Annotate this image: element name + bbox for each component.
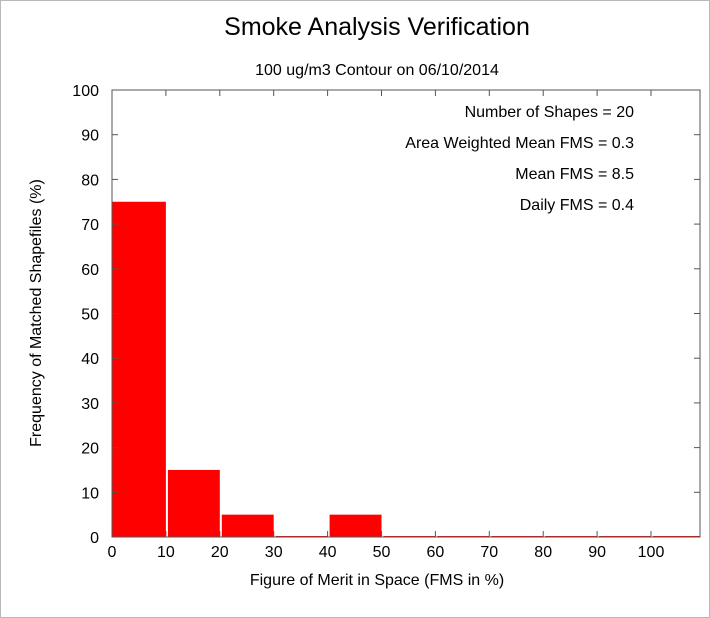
y-tick-label: 100 <box>72 83 99 100</box>
y-tick-label: 80 <box>81 172 99 189</box>
x-tick-label: 10 <box>157 544 175 561</box>
histogram-bar <box>167 469 220 537</box>
stat-annotation: Mean FMS = 8.5 <box>515 166 634 183</box>
y-tick-label: 0 <box>90 530 99 547</box>
y-tick-label: 10 <box>81 485 99 502</box>
y-tick-label: 70 <box>81 217 99 234</box>
bars-group <box>112 201 700 537</box>
y-axis-label: Frequency of Matched Shapefiles (%) <box>28 179 45 447</box>
x-tick-label: 50 <box>373 544 391 561</box>
stats-annotations: Number of Shapes = 20 Area Weighted Mean … <box>405 104 634 214</box>
x-tick-label: 100 <box>638 544 665 561</box>
x-tick-label: 20 <box>211 544 229 561</box>
chart-subtitle: 100 ug/m3 Contour on 06/10/2014 <box>255 62 499 79</box>
y-tick-label: 60 <box>81 262 99 279</box>
x-axis-ticks: 0 10 20 30 40 50 60 70 80 90 100 <box>108 90 665 561</box>
y-tick-label: 90 <box>81 128 99 145</box>
x-tick-label: 70 <box>480 544 498 561</box>
y-tick-label: 30 <box>81 396 99 413</box>
x-tick-label: 30 <box>265 544 283 561</box>
y-tick-label: 40 <box>81 351 99 368</box>
y-axis-ticks: 0 10 20 30 40 50 60 70 80 90 100 <box>72 83 700 547</box>
stat-annotation: Number of Shapes = 20 <box>465 104 635 121</box>
x-tick-label: 90 <box>588 544 606 561</box>
x-tick-label: 40 <box>319 544 337 561</box>
y-tick-label: 50 <box>81 307 99 324</box>
stat-annotation: Daily FMS = 0.4 <box>520 197 634 214</box>
stat-annotation: Area Weighted Mean FMS = 0.3 <box>405 135 634 152</box>
histogram-bar <box>112 201 166 537</box>
x-tick-label: 60 <box>427 544 445 561</box>
x-axis-label: Figure of Merit in Space (FMS in %) <box>250 572 504 589</box>
chart-title: Smoke Analysis Verification <box>224 13 530 41</box>
histogram-bar <box>221 514 274 537</box>
y-tick-label: 20 <box>81 441 99 458</box>
histogram-bar <box>329 514 382 537</box>
x-tick-label: 80 <box>534 544 552 561</box>
x-tick-label: 0 <box>108 544 117 561</box>
